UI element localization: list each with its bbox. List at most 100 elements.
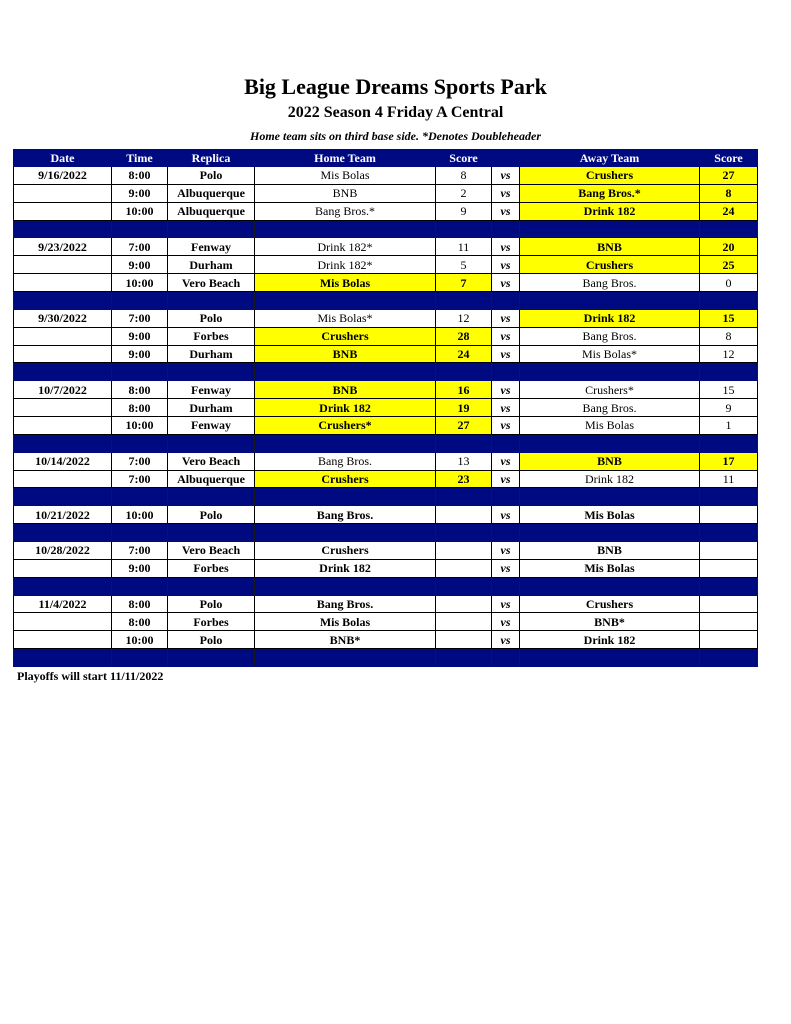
home-score-cell: 12 xyxy=(435,308,492,328)
separator-cell xyxy=(699,219,758,239)
replica-cell: Fenway xyxy=(167,237,255,257)
date-cell: 11/4/2022 xyxy=(13,594,112,614)
replica-cell: Durham xyxy=(167,255,255,275)
separator-cell xyxy=(167,487,255,507)
page-subtitle: 2022 Season 4 Friday A Central xyxy=(287,104,504,121)
home-score-cell: 23 xyxy=(435,469,492,489)
home-team-cell: Drink 182 xyxy=(254,398,436,418)
home-score-cell xyxy=(435,612,492,632)
home-score-cell: 16 xyxy=(435,380,492,400)
home-score-cell: 27 xyxy=(435,416,492,435)
game-row: 8:00 Durham Drink 182 19 vs Bang Bros. 9 xyxy=(13,398,758,418)
time-cell: 8:00 xyxy=(111,380,168,400)
away-team-cell: BNB xyxy=(519,541,700,560)
separator-cell xyxy=(111,523,168,543)
time-cell: 10:00 xyxy=(111,505,168,525)
separator-cell xyxy=(13,523,112,543)
time-cell: 10:00 xyxy=(111,416,168,435)
header-away-score: Score xyxy=(699,149,758,167)
header-home-score: Score xyxy=(435,149,492,167)
vs-cell: vs xyxy=(491,594,520,614)
away-score-cell: 15 xyxy=(699,380,758,400)
separator-cell xyxy=(491,433,520,453)
date-cell: 9/23/2022 xyxy=(13,237,112,257)
date-cell xyxy=(13,469,112,489)
separator-cell xyxy=(111,487,168,507)
away-team-cell: Drink 182 xyxy=(519,308,700,328)
separator-row xyxy=(13,576,758,596)
replica-cell: Fenway xyxy=(167,416,255,435)
separator-cell xyxy=(13,362,112,382)
away-team-cell: Mis Bolas xyxy=(519,505,700,525)
separator-cell xyxy=(519,523,700,543)
separator-cell xyxy=(111,219,168,239)
separator-cell xyxy=(519,648,700,668)
away-team-cell: Bang Bros. xyxy=(519,273,700,293)
time-cell: 9:00 xyxy=(111,255,168,275)
home-score-cell xyxy=(435,594,492,614)
vs-cell: vs xyxy=(491,612,520,632)
away-score-cell: 11 xyxy=(699,469,758,489)
separator-cell xyxy=(699,362,758,382)
schedule-note: Home team sits on third base side. *Deno… xyxy=(250,129,541,143)
away-score-cell: 0 xyxy=(699,273,758,293)
time-cell: 7:00 xyxy=(111,451,168,471)
date-cell xyxy=(13,344,112,364)
away-team-cell: BNB xyxy=(519,237,700,257)
vs-cell: vs xyxy=(491,505,520,525)
home-team-cell: Crushers* xyxy=(254,416,436,435)
vs-cell: vs xyxy=(491,308,520,328)
time-cell: 10:00 xyxy=(111,201,168,221)
vs-cell: vs xyxy=(491,541,520,560)
home-score-cell xyxy=(435,558,492,578)
home-team-cell: Bang Bros. xyxy=(254,594,436,614)
vs-cell: vs xyxy=(491,398,520,418)
time-cell: 10:00 xyxy=(111,273,168,293)
away-team-cell: Drink 182 xyxy=(519,469,700,489)
separator-cell xyxy=(491,576,520,596)
game-row: 7:00 Albuquerque Crushers 23 vs Drink 182 11 xyxy=(13,469,758,489)
away-score-cell: 9 xyxy=(699,398,758,418)
separator-row xyxy=(13,648,758,668)
date-cell xyxy=(13,558,112,578)
away-score-cell xyxy=(699,612,758,632)
away-team-cell: Bang Bros. xyxy=(519,398,700,418)
separator-cell xyxy=(254,433,436,453)
away-team-cell: Drink 182 xyxy=(519,201,700,221)
separator-row xyxy=(13,433,758,453)
game-row: 8:00 Forbes Mis Bolas vs BNB* xyxy=(13,612,758,632)
replica-cell: Albuquerque xyxy=(167,469,255,489)
separator-cell xyxy=(254,487,436,507)
separator-cell xyxy=(13,648,112,668)
separator-row xyxy=(13,523,758,543)
separator-cell xyxy=(491,648,520,668)
separator-cell xyxy=(167,219,255,239)
replica-cell: Durham xyxy=(167,344,255,364)
separator-cell xyxy=(167,362,255,382)
time-cell: 8:00 xyxy=(111,166,168,185)
separator-cell xyxy=(519,433,700,453)
replica-cell: Forbes xyxy=(167,612,255,632)
header-date: Date xyxy=(13,149,112,167)
date-cell xyxy=(13,326,112,346)
home-score-cell: 28 xyxy=(435,326,492,346)
date-cell xyxy=(13,201,112,221)
home-score-cell xyxy=(435,505,492,525)
separator-cell xyxy=(491,219,520,239)
header-home-team: Home Team xyxy=(254,149,436,167)
vs-cell: vs xyxy=(491,416,520,435)
replica-cell: Polo xyxy=(167,594,255,614)
away-team-cell: Drink 182 xyxy=(519,630,700,650)
home-score-cell: 11 xyxy=(435,237,492,257)
separator-cell xyxy=(167,523,255,543)
game-row: 11/4/2022 8:00 Polo Bang Bros. vs Crushers xyxy=(13,594,758,614)
away-score-cell xyxy=(699,505,758,525)
separator-cell xyxy=(13,291,112,310)
date-cell xyxy=(13,255,112,275)
game-row: 9/23/2022 7:00 Fenway Drink 182* 11 vs BNB 20 xyxy=(13,237,758,257)
date-cell: 9/16/2022 xyxy=(13,166,112,185)
vs-cell: vs xyxy=(491,255,520,275)
home-team-cell: BNB* xyxy=(254,630,436,650)
separator-cell xyxy=(111,648,168,668)
home-team-cell: Mis Bolas xyxy=(254,166,436,185)
